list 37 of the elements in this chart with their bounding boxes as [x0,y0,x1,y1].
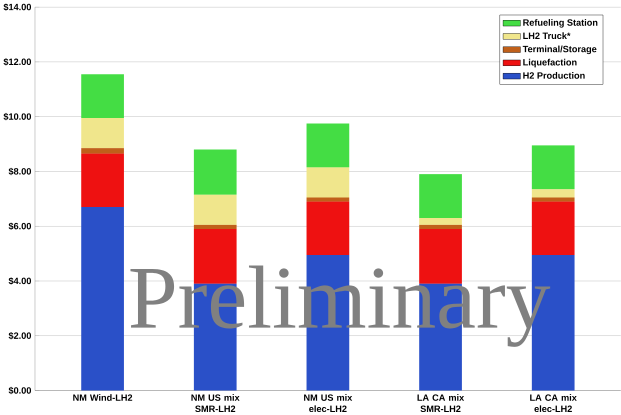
x-tick-label: LA CA mix elec-LH2 [530,394,577,412]
bar [306,123,350,168]
legend-label: LH2 Truck* [523,32,570,39]
bar [419,218,462,225]
bar [532,189,575,198]
y-tick-label: $4.00 [8,277,32,285]
y-tick-label: $6.00 [8,222,32,230]
x-tick-label: NM US mix elec-LH2 [304,394,352,412]
y-tick-label: $8.00 [8,167,32,175]
bar [419,174,462,218]
x-tick-label: NM US mix SMR-LH2 [191,394,240,412]
x-tick-label: NM Wind-LH2 [73,394,132,401]
bar [194,224,237,229]
y-tick-label: $0.00 [8,386,32,394]
bar [81,118,124,148]
bar [419,224,462,229]
bar [194,149,237,195]
bar [306,167,350,198]
bar [81,74,124,118]
y-tick-label: $2.00 [8,332,32,340]
bar [306,197,350,202]
x-tick-label: LA CA mix SMR-LH2 [418,394,464,412]
y-tick-label: $14.00 [4,3,32,11]
legend-label: Liquefaction [523,58,577,68]
legend-label: H2 Production [523,72,585,79]
bar [306,201,350,255]
bar [81,153,124,207]
y-tick-label: $12.00 [4,58,32,66]
bar [532,201,575,255]
y-tick-label: $10.00 [4,112,32,120]
bar [532,197,575,202]
legend-label: Terminal/Storage [522,45,596,54]
bar [532,145,575,190]
bar [194,194,237,225]
legend-label: Refueling Station [523,18,598,28]
bar [81,206,124,390]
bar [81,148,124,154]
